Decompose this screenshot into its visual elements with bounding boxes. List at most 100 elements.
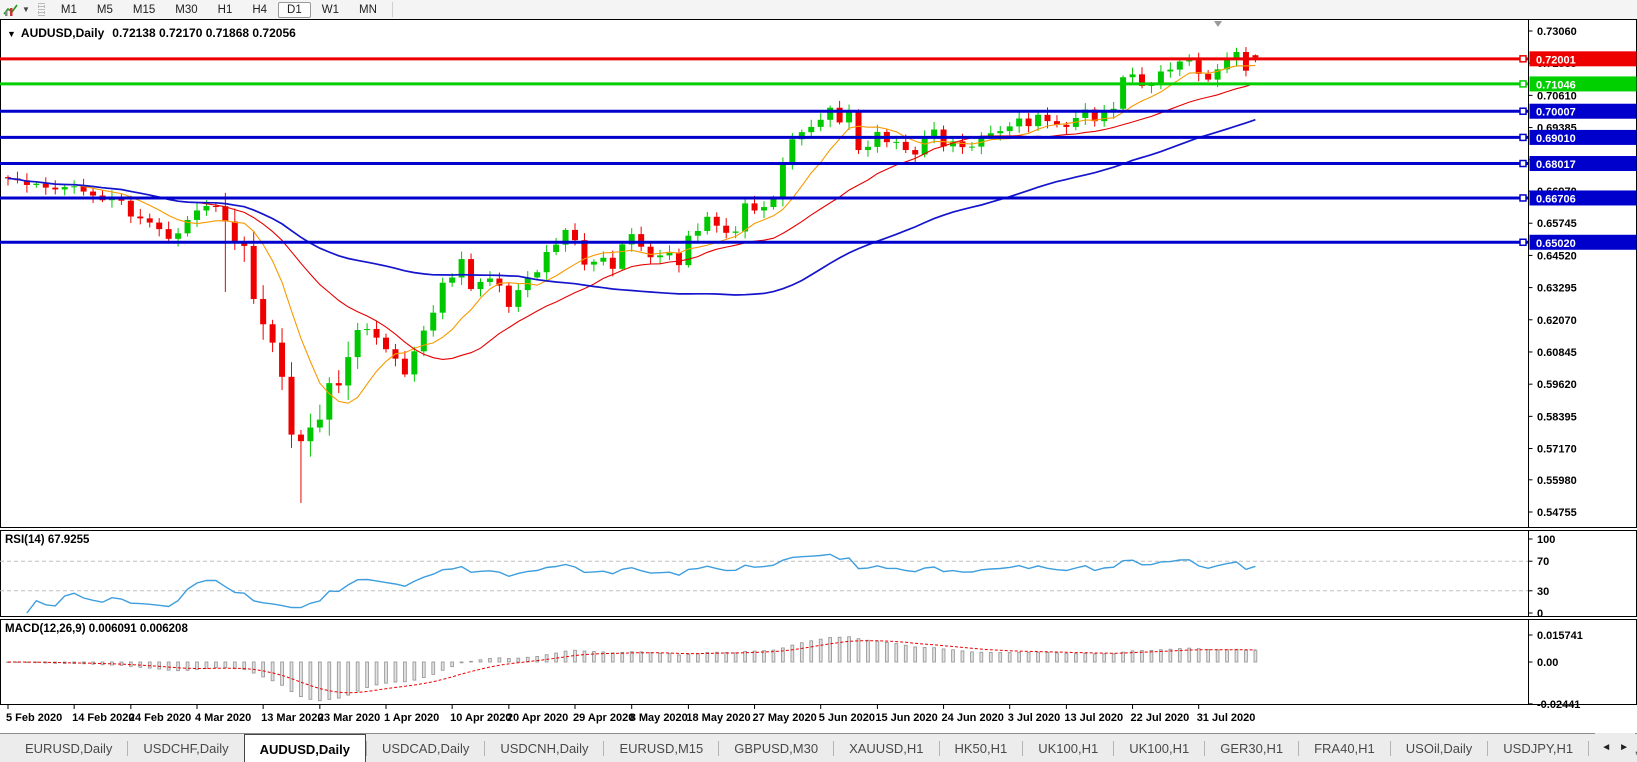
chart-tab-gbpusd-m30[interactable]: GBPUSD,M30	[734, 741, 819, 756]
tab-separator	[365, 741, 367, 756]
chart-tab-usdcad-daily[interactable]: USDCAD,Daily	[381, 741, 470, 756]
timeframe-toolbar: ▼ M1 M5 M15 M30 H1 H4 D1 W1 MN	[0, 0, 1637, 20]
chart-tab-usdchf-daily[interactable]: USDCHF,Daily	[143, 741, 229, 756]
svg-text:0.54755: 0.54755	[1537, 507, 1577, 519]
tab-separator	[484, 741, 486, 756]
svg-text:13 Jul 2020: 13 Jul 2020	[1064, 712, 1123, 724]
chart-tab-eurusd-m15[interactable]: EURUSD,M15	[619, 741, 704, 756]
svg-text:0.62070: 0.62070	[1537, 315, 1577, 327]
macd-histogram	[6, 636, 1258, 702]
svg-text:0.59620: 0.59620	[1537, 379, 1577, 391]
svg-text:0.63295: 0.63295	[1537, 283, 1577, 295]
macd-signal-line	[8, 640, 1256, 694]
chart-tab-usoil-daily[interactable]: USOil,Daily	[1405, 741, 1473, 756]
svg-text:100: 100	[1537, 534, 1555, 546]
horizontal-line-objects[interactable]: 0.72001 0.71046 0.70007 0.69010 0.68017 0.667…	[0, 51, 1637, 250]
tab-separator	[833, 741, 835, 756]
svg-text:14 Feb 2020: 14 Feb 2020	[72, 712, 134, 724]
rsi-line	[26, 553, 1256, 614]
svg-text:10 Apr 2020: 10 Apr 2020	[450, 712, 511, 724]
chart-symbol-label: AUDUSD,Daily	[20, 26, 105, 40]
svg-text:0.00: 0.00	[1537, 657, 1558, 669]
tab-separator	[938, 741, 940, 756]
tab-separator	[718, 741, 720, 756]
svg-text:0.72001: 0.72001	[1536, 54, 1576, 66]
chart-tab-ger30-h1[interactable]: GER30,H1	[1220, 741, 1284, 756]
svg-text:5 Feb 2020: 5 Feb 2020	[6, 712, 62, 724]
rsi-indicator-label: RSI(14) 67.9255	[5, 534, 90, 546]
timeframe-button-h1[interactable]: H1	[217, 3, 233, 16]
timeframe-button-d1[interactable]: D1	[278, 1, 311, 18]
chart-tab-uk100-h1[interactable]: UK100,H1	[1038, 741, 1099, 756]
chart-tab-uk100-h1[interactable]: UK100,H1	[1129, 741, 1190, 756]
timeframe-button-mn[interactable]: MN	[359, 3, 377, 16]
svg-text:0.65020: 0.65020	[1536, 238, 1576, 250]
price-axis: 0.730600.718350.706100.693850.681600.669…	[1528, 26, 1577, 519]
svg-text:13 Mar 2020: 13 Mar 2020	[261, 712, 323, 724]
svg-text:1 Apr 2020: 1 Apr 2020	[384, 712, 439, 724]
svg-text:0.58395: 0.58395	[1537, 411, 1577, 423]
ma-fast-line	[7, 64, 1256, 404]
chart-tab-usdcnh-daily[interactable]: USDCNH,Daily	[500, 741, 589, 756]
chart-tab-hk50-h1[interactable]: HK50,H1	[954, 741, 1008, 756]
timeframe-button-m15[interactable]: M15	[132, 3, 156, 16]
svg-text:0.57170: 0.57170	[1537, 444, 1577, 456]
svg-text:0.70007: 0.70007	[1536, 107, 1576, 119]
svg-text:4 Mar 2020: 4 Mar 2020	[195, 712, 251, 724]
chart-title: ▼ AUDUSD,Daily 0.72138 0.72170 0.71868 0.7…	[7, 26, 296, 40]
chart-canvas[interactable]: 0.730600.718350.706100.693850.681600.669…	[0, 19, 1637, 733]
timeframe-button-m5[interactable]: M5	[96, 3, 113, 16]
tab-scroll-arrows: ◄ ►	[1595, 733, 1635, 762]
svg-text:15 Jun 2020: 15 Jun 2020	[875, 712, 937, 724]
svg-text:3 Jul 2020: 3 Jul 2020	[1008, 712, 1061, 724]
svg-text:22 Jul 2020: 22 Jul 2020	[1131, 712, 1190, 724]
tab-separator	[127, 741, 129, 756]
svg-text:0.68017: 0.68017	[1536, 159, 1576, 171]
svg-text:70: 70	[1537, 556, 1549, 568]
chart-tab-audusd-daily[interactable]: AUDUSD,Daily	[243, 734, 366, 762]
svg-text:0.66706: 0.66706	[1536, 193, 1576, 205]
chart-tab-xauusd-h1[interactable]: XAUUSD,H1	[849, 741, 924, 756]
svg-text:0.55980: 0.55980	[1537, 475, 1577, 487]
tab-separator	[1588, 741, 1590, 756]
chart-tab-usdjpy-h1[interactable]: USDJPY,H1	[1503, 741, 1574, 756]
svg-text:24 Jun 2020: 24 Jun 2020	[942, 712, 1004, 724]
timeframe-button-w1[interactable]: W1	[321, 3, 339, 16]
svg-text:8 May 2020: 8 May 2020	[630, 712, 688, 724]
shift-marker-icon[interactable]	[1214, 21, 1222, 27]
svg-text:18 May 2020: 18 May 2020	[686, 712, 750, 724]
tab-separator	[1022, 741, 1024, 756]
chart-tab-eurusd-daily[interactable]: EURUSD,Daily	[25, 741, 113, 756]
tab-separator	[1487, 741, 1489, 756]
svg-text:20 Apr 2020: 20 Apr 2020	[507, 712, 568, 724]
crosshair-tool-icon[interactable]	[3, 2, 21, 17]
svg-text:0.70610: 0.70610	[1537, 90, 1577, 102]
svg-text:0.65745: 0.65745	[1537, 218, 1577, 230]
svg-text:0: 0	[1537, 608, 1543, 620]
timeframe-button-m1[interactable]: M1	[60, 3, 77, 16]
timeframe-button-m30[interactable]: M30	[175, 3, 198, 16]
tool-dropdown-caret-icon[interactable]: ▼	[22, 5, 30, 14]
symbol-dropdown-icon[interactable]: ▼	[7, 29, 16, 39]
svg-text:0.60845: 0.60845	[1537, 347, 1577, 359]
chart-tabs: EURUSD,Daily USDCHF,Daily AUDUSD,Daily USDC…	[0, 734, 1637, 762]
tab-separator	[603, 741, 605, 756]
chart-tab-fra40-h1[interactable]: FRA40,H1	[1314, 741, 1375, 756]
chart-tabs-bar: EURUSD,Daily USDCHF,Daily AUDUSD,Daily USDC…	[0, 733, 1637, 762]
svg-text:0.71046: 0.71046	[1536, 79, 1576, 91]
toolbar-grip-handle[interactable]	[37, 3, 45, 16]
svg-text:27 May 2020: 27 May 2020	[753, 712, 817, 724]
svg-text:0.73060: 0.73060	[1537, 26, 1577, 38]
timeframe-button-h4[interactable]: H4	[252, 3, 268, 16]
tab-separator	[1204, 741, 1206, 756]
svg-text:0.69385: 0.69385	[1537, 123, 1577, 135]
svg-text:5 Jun 2020: 5 Jun 2020	[819, 712, 875, 724]
svg-text:24 Feb 2020: 24 Feb 2020	[129, 712, 191, 724]
svg-text:29 Apr 2020: 29 Apr 2020	[573, 712, 634, 724]
scroll-tabs-left-icon[interactable]: ◄	[1601, 742, 1612, 753]
svg-text:-0.02441: -0.02441	[1537, 699, 1580, 711]
svg-text:0.64520: 0.64520	[1537, 250, 1577, 262]
scroll-tabs-right-icon[interactable]: ►	[1619, 742, 1629, 753]
